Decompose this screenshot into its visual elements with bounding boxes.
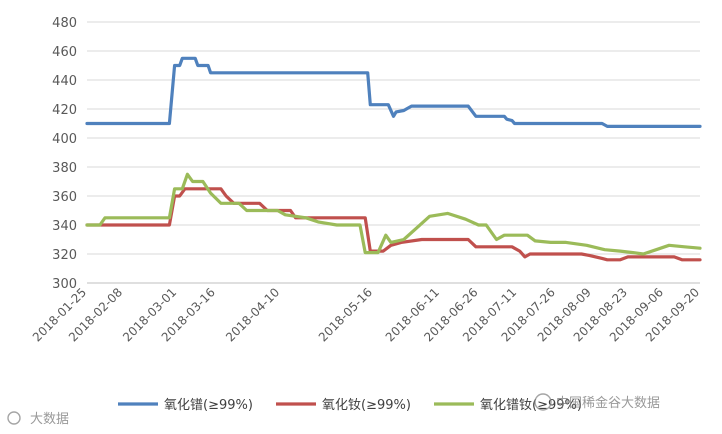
watermark-right-text: 中国稀金谷大数据 [556,395,660,411]
y-tick-label: 400 [52,132,77,147]
y-tick-label: 460 [52,45,77,60]
y-tick-label: 480 [52,16,77,31]
series-line-2 [85,187,702,262]
y-tick-label: 320 [52,248,77,263]
series-lines [85,56,702,262]
watermark-left-text: 大数据 [30,412,69,427]
wechat-logo-icon [534,393,552,411]
legend-item-2: 氧化钕(≥99%) [276,397,411,413]
legend: 氧化镨(≥99%) 氧化钕(≥99%) 氧化镨钕(≥99%) [118,397,582,413]
x-axis-ticks: 2018-01-252018-02-082018-03-012018-03-16… [30,285,702,344]
watermark-logo-icon [7,411,21,425]
legend-item-3: 氧化镨钕(≥99%) [434,397,582,413]
y-tick-label: 420 [52,103,77,118]
series-line-3 [85,172,702,256]
x-tick-label: 2018-04-10 [223,285,282,344]
y-tick-label: 440 [52,74,77,89]
legend-label: 氧化钕(≥99%) [322,397,411,413]
y-axis-ticks: 300 320 340 360 380 400 420 440 460 480 [52,16,77,292]
y-tick-label: 340 [52,219,77,234]
horizontal-gridlines [87,21,700,284]
legend-label: 氧化镨(≥99%) [164,398,253,413]
legend-item-1: 氧化镨(≥99%) [118,398,253,413]
y-tick-label: 380 [52,161,77,176]
y-tick-label: 360 [52,190,77,205]
legend-label: 氧化镨钕(≥99%) [480,397,582,413]
series-line-1 [85,56,702,129]
y-tick-label: 300 [52,277,77,292]
watermark-right: 中国稀金谷大数据 [534,393,660,411]
watermark-left: 大数据 [7,411,69,427]
x-tick-label: 2018-05-16 [316,285,375,344]
